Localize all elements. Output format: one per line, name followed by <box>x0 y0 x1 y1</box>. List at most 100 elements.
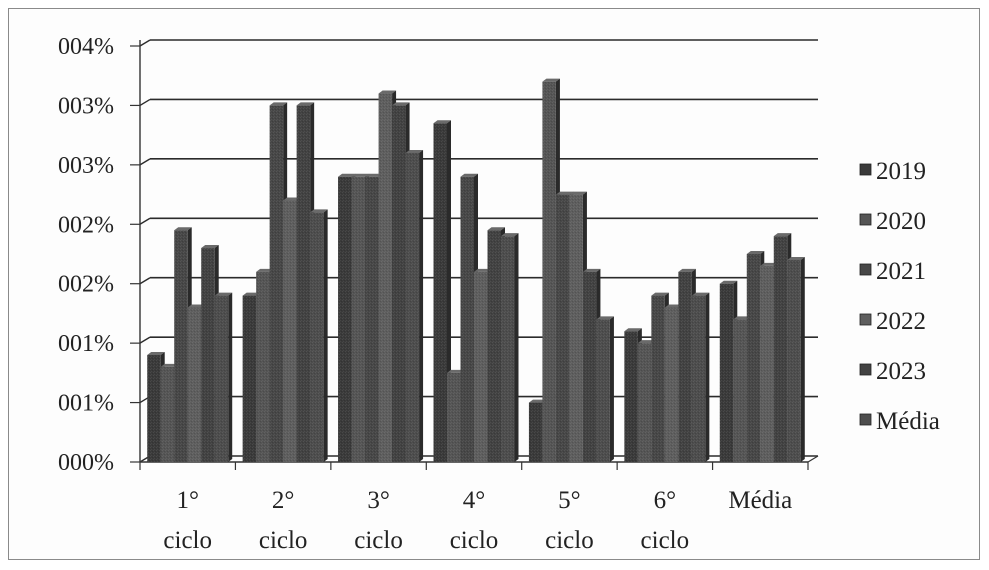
bar-top-2023 <box>392 102 410 106</box>
legend-swatch-2020 <box>859 213 872 226</box>
bar-top-2021 <box>365 173 383 177</box>
bar-texture <box>773 236 788 462</box>
bar-top-2022 <box>474 268 492 272</box>
legend-label: 2020 <box>876 208 926 235</box>
legend-swatch-2021 <box>859 263 872 276</box>
grid-depth-line <box>139 277 151 285</box>
legend-swatch-2022 <box>859 313 872 326</box>
bar-texture <box>487 230 501 462</box>
bar-top-Média <box>310 209 328 213</box>
x-tick-label: ciclo <box>163 527 212 554</box>
bar-texture <box>569 194 583 463</box>
bar-texture <box>433 123 447 462</box>
bar-top-2021 <box>269 102 288 106</box>
legend-label: 2022 <box>876 308 926 335</box>
y-tick-label: 000% <box>58 450 114 476</box>
bar-top-2020 <box>637 340 656 344</box>
bar-top-2023 <box>773 233 792 237</box>
bar-side-Média <box>323 209 328 462</box>
bar-top-2022 <box>760 262 778 266</box>
bar-top-2019 <box>338 173 356 177</box>
bar-texture <box>242 295 257 462</box>
bar-side-Média <box>419 149 424 462</box>
bar-texture <box>447 372 461 462</box>
bar-top-2020 <box>447 369 465 373</box>
bar-side-Média <box>228 292 233 462</box>
bar-texture <box>283 200 297 462</box>
bar-top-Média <box>596 316 614 320</box>
bar-texture <box>664 307 679 462</box>
bar-top-2023 <box>678 268 696 272</box>
bar-top-2022 <box>187 304 206 308</box>
bar-top-2022 <box>569 191 587 195</box>
bar-texture <box>378 93 393 463</box>
bar-texture <box>474 271 488 462</box>
bar-texture <box>365 176 379 462</box>
bar-texture <box>201 248 215 462</box>
y-tick-label: 003% <box>58 93 114 119</box>
bar-texture <box>405 152 420 462</box>
x-tick-label: 6° <box>654 487 677 514</box>
bar-top-2020 <box>160 363 179 367</box>
bar-top-2023 <box>582 268 601 272</box>
x-tick-label: ciclo <box>641 527 690 554</box>
bar-texture <box>555 194 570 463</box>
bar-texture <box>746 254 761 462</box>
x-tick-label: 1° <box>176 487 199 514</box>
legend-label: 2019 <box>876 158 926 185</box>
bar-texture <box>787 259 801 462</box>
x-tick-label: ciclo <box>354 527 403 554</box>
x-tick-label: 2° <box>272 487 295 514</box>
bar-top-Média <box>691 292 710 296</box>
bar-texture <box>310 212 324 462</box>
bar-texture <box>719 283 734 462</box>
bar-texture <box>174 230 188 462</box>
bar-side-Média <box>609 316 614 462</box>
bar-top-2021 <box>555 191 574 195</box>
bar-top-2019 <box>433 120 451 124</box>
tick-labels: 000% 001% 001% 002% 002% 003% 003% 004% 1° ciclo 2… <box>58 34 792 554</box>
bar-texture <box>160 366 175 462</box>
bar-texture <box>296 105 311 462</box>
bar-texture <box>460 176 474 462</box>
bar-top-2023 <box>201 245 219 249</box>
bar-side-Média <box>800 256 805 462</box>
legend-swatch-2023 <box>859 363 872 376</box>
bar-top-2021 <box>746 251 765 254</box>
bar-texture <box>338 176 352 462</box>
bar-top-2022 <box>378 90 397 94</box>
y-tick-label: 001% <box>58 331 114 357</box>
x-tick-label: ciclo <box>545 527 594 554</box>
bar-texture <box>582 271 597 462</box>
bar-texture <box>760 265 774 462</box>
bar-top-2021 <box>651 292 669 296</box>
grid-depth-line <box>139 39 151 47</box>
legend-swatch-2019 <box>859 163 872 176</box>
grid-depth-line <box>139 336 151 344</box>
legend-swatch-Média <box>859 413 872 426</box>
x-tick-label: Média <box>728 487 792 514</box>
bar-texture <box>637 343 652 462</box>
bar-texture <box>392 105 406 462</box>
bar-top-2023 <box>487 227 505 231</box>
bar-top-2019 <box>528 399 547 403</box>
legend: 2019 2020 2021 2022 2023 Média <box>859 158 940 435</box>
bar-top-2020 <box>542 78 560 82</box>
bar-top-2019 <box>242 292 261 296</box>
bar-texture <box>501 236 515 462</box>
bar-top-Média <box>501 233 519 237</box>
bar-texture <box>214 295 229 462</box>
legend-label: 2021 <box>876 258 926 285</box>
y-tick-label: 002% <box>58 272 114 298</box>
bar-top-2020 <box>733 316 751 320</box>
x-tick-label: ciclo <box>259 527 308 554</box>
grid-depth-line <box>139 217 151 225</box>
x-tick-label: 3° <box>367 487 390 514</box>
bar-texture <box>269 105 284 462</box>
bar-top-2021 <box>174 227 192 231</box>
bar-top-2021 <box>460 173 478 177</box>
bar-texture <box>733 319 747 462</box>
bar-side-Média <box>514 233 519 462</box>
bar-top-Média <box>787 256 805 260</box>
